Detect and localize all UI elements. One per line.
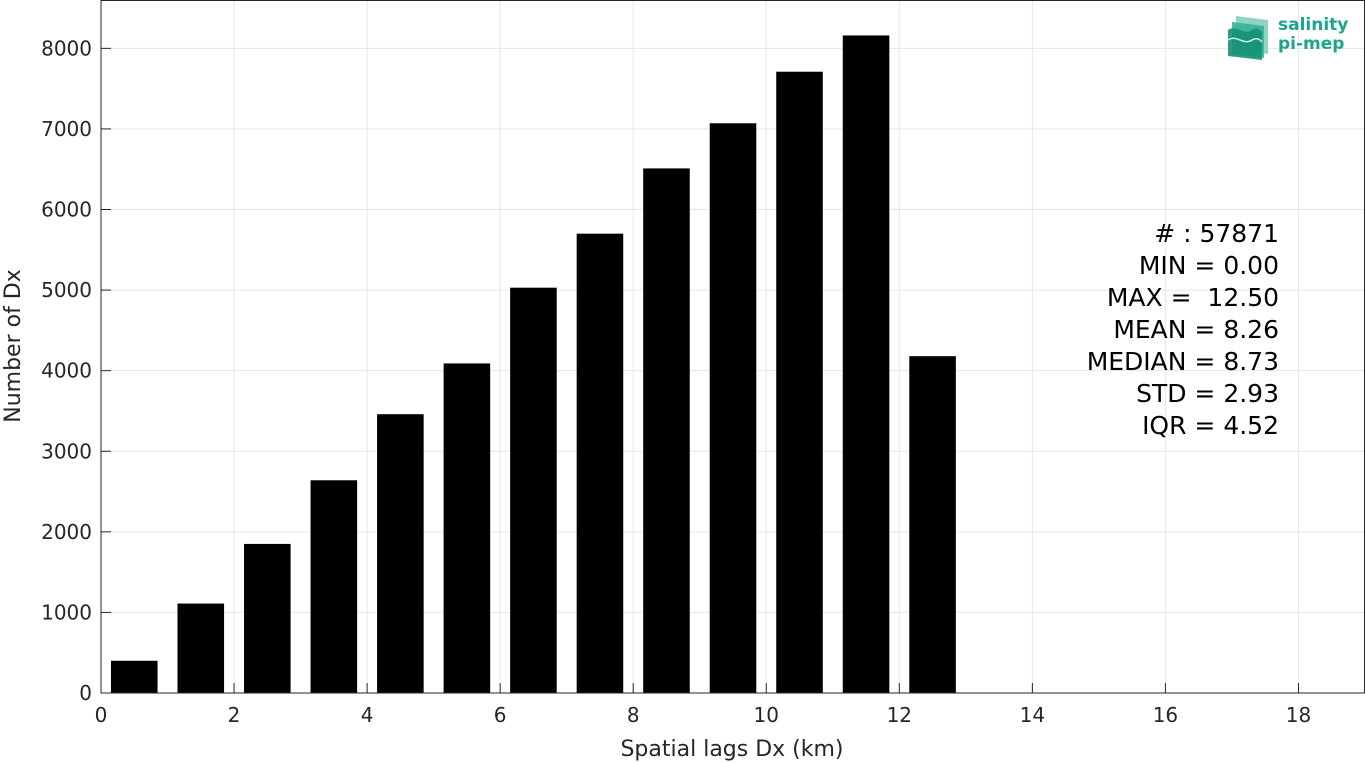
bar bbox=[377, 414, 424, 693]
stat-max: MAX = 12.50 bbox=[1106, 283, 1279, 312]
stat-mean: MEAN = 8.26 bbox=[1113, 315, 1279, 344]
statistics-box: # : 57871 MIN = 0.00 MAX = 12.50 MEAN = … bbox=[1087, 218, 1279, 442]
bar bbox=[776, 71, 823, 693]
x-tick-label: 4 bbox=[361, 703, 374, 727]
stat-median: MEDIAN = 8.73 bbox=[1086, 347, 1279, 376]
y-tick-label: 6000 bbox=[41, 198, 92, 222]
salinity-pi-mep-logo: salinity pi-mep bbox=[1228, 14, 1358, 62]
y-tick-label: 5000 bbox=[41, 278, 92, 302]
wave-stack-icon bbox=[1228, 16, 1268, 60]
stat-count: # : 57871 bbox=[1154, 219, 1279, 248]
bar bbox=[709, 123, 757, 693]
bar bbox=[244, 543, 291, 693]
y-tick-label: 4000 bbox=[41, 359, 92, 383]
bar bbox=[443, 363, 491, 693]
stat-min: MIN = 0.00 bbox=[1138, 251, 1279, 280]
x-tick-label: 10 bbox=[754, 703, 779, 727]
y-tick-label: 7000 bbox=[41, 117, 92, 141]
bar bbox=[510, 287, 557, 693]
bar bbox=[310, 480, 358, 693]
bars bbox=[110, 35, 956, 694]
logo-line-2: pi-mep bbox=[1278, 34, 1345, 54]
logo-line-1: salinity bbox=[1278, 15, 1349, 35]
bar bbox=[177, 603, 225, 693]
y-axis-label: Number of Dx bbox=[1, 269, 26, 423]
y-tick-label: 2000 bbox=[41, 520, 92, 544]
bar bbox=[643, 168, 690, 694]
y-tick-label: 8000 bbox=[41, 36, 92, 60]
tick-labels: 0 2 4 6 8 10 12 14 16 18 0 1000 2000 3000 4000 5000 6000… bbox=[41, 36, 1311, 727]
y-tick-label: 0 bbox=[79, 681, 92, 705]
x-tick-label: 8 bbox=[627, 703, 640, 727]
x-tick-label: 12 bbox=[887, 703, 912, 727]
x-tick-label: 18 bbox=[1286, 703, 1311, 727]
x-tick-label: 14 bbox=[1020, 703, 1045, 727]
x-tick-label: 16 bbox=[1153, 703, 1178, 727]
x-tick-label: 6 bbox=[494, 703, 507, 727]
bar bbox=[842, 35, 890, 694]
y-tick-label: 3000 bbox=[41, 439, 92, 463]
x-tick-label: 2 bbox=[228, 703, 241, 727]
x-tick-label: 0 bbox=[95, 703, 108, 727]
bar bbox=[110, 660, 158, 693]
bar bbox=[576, 233, 624, 694]
y-tick-label: 1000 bbox=[41, 600, 92, 624]
x-axis-label: Spatial lags Dx (km) bbox=[620, 737, 843, 762]
stat-std: STD = 2.93 bbox=[1136, 379, 1279, 408]
stat-iqr: IQR = 4.52 bbox=[1142, 411, 1279, 440]
bar bbox=[909, 356, 956, 693]
